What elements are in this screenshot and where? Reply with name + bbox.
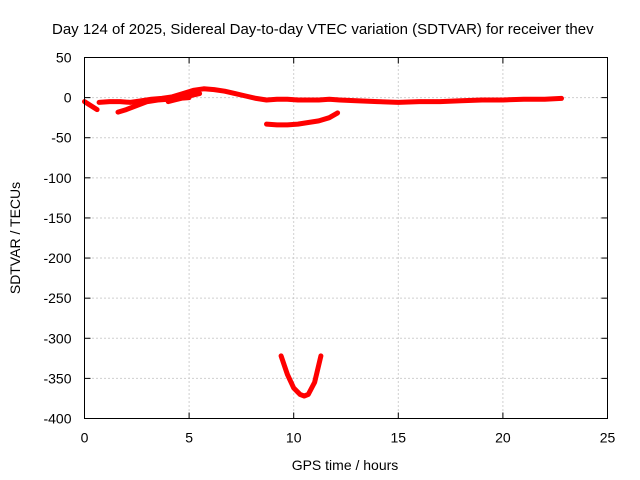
y-axis-label: SDTVAR / TECUs [7, 182, 23, 294]
y-tick-label: -100 [43, 170, 71, 186]
plot-frame [84, 57, 608, 419]
y-tick-label: -300 [43, 330, 71, 346]
y-tick-label: -150 [43, 210, 71, 226]
x-tick-label: 20 [495, 430, 511, 446]
grid [84, 57, 608, 419]
y-tick-label: 50 [56, 50, 72, 66]
chart-title: Day 124 of 2025, Sidereal Day-to-day VTE… [52, 21, 594, 38]
x-tick-label: 5 [185, 430, 193, 446]
tick-labels: 0 5 10 15 20 25 50 0 -50 -100 -150 -200 -250 -300 -350… [43, 50, 615, 446]
y-tick-label: -350 [43, 370, 71, 386]
y-tick-label: -250 [43, 290, 71, 306]
x-tick-label: 25 [600, 430, 616, 446]
series-line-arc-5 [264, 110, 341, 128]
series-line-arc-4 [165, 91, 203, 105]
series-line-arc-1 [82, 99, 100, 113]
series-line-arc-6 [278, 353, 324, 399]
y-tick-label: 0 [64, 90, 72, 106]
x-tick-label: 10 [286, 430, 302, 446]
x-tick-label: 0 [81, 430, 89, 446]
x-tick-label: 15 [391, 430, 407, 446]
y-tick-label: -50 [51, 130, 71, 146]
y-tick-label: -400 [43, 411, 71, 427]
series-group [82, 86, 564, 399]
y-tick-label: -200 [43, 250, 71, 266]
x-axis-label: GPS time / hours [292, 457, 399, 473]
